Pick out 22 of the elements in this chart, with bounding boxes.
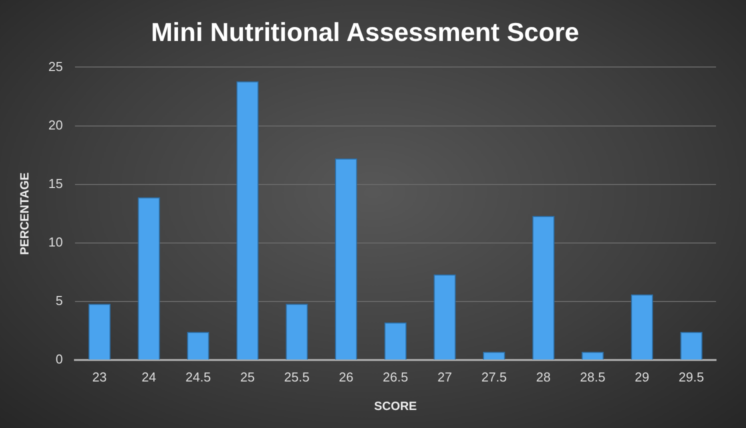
x-tick-label: 29 — [634, 369, 650, 384]
y-tick-label: 15 — [48, 176, 63, 191]
x-tick-label: 28 — [536, 369, 551, 384]
y-tick-label: 10 — [48, 234, 63, 250]
x-tick-label: 27.5 — [481, 369, 507, 384]
y-tick-label: 0 — [56, 352, 63, 367]
chart-title: Mini Nutritional Assessment Score — [150, 16, 580, 47]
y-tick-label: 5 — [56, 293, 63, 308]
y-tick-label: 20 — [48, 117, 63, 132]
x-tick-label: 24 — [142, 369, 156, 384]
x-tick-label: 28.5 — [580, 369, 606, 384]
y-axis-title: PERCENTAGE — [18, 172, 32, 255]
x-tick-label: 29.5 — [678, 369, 704, 384]
x-tick-label: 26 — [338, 369, 354, 384]
x-axis-title: SCORE — [374, 399, 417, 414]
x-tick-label: 24.5 — [186, 369, 211, 384]
x-tick-label: 25 — [240, 369, 255, 384]
x-tick-label: 27 — [438, 369, 452, 384]
x-tick-label: 25.5 — [284, 369, 310, 384]
x-tick-label: 26.5 — [382, 369, 408, 384]
y-tick-label: 25 — [48, 58, 63, 74]
x-tick-label: 23 — [92, 369, 107, 384]
